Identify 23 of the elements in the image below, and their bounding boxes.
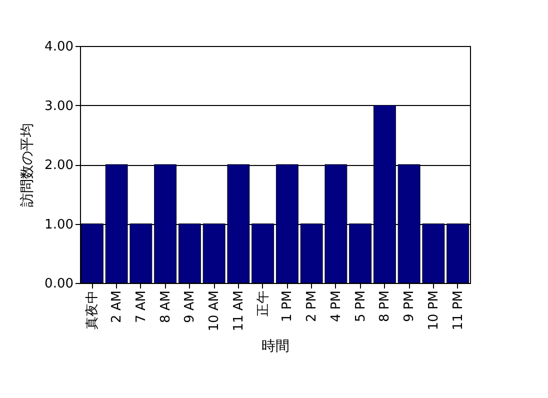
y-tick-label: 0.00 bbox=[44, 276, 74, 292]
x-tick-label: 8 AM bbox=[158, 290, 174, 324]
y-tick-label: 4.00 bbox=[44, 40, 74, 54]
y-tick-label: 1.00 bbox=[44, 217, 74, 232]
x-tick-label: 8 PM bbox=[378, 290, 393, 322]
x-tick-label: 1 PM bbox=[280, 290, 296, 322]
y-tick-label: 3.00 bbox=[44, 98, 74, 114]
x-tick-label: 10 AM bbox=[207, 290, 222, 332]
x-tick-label: 2 PM bbox=[304, 290, 320, 322]
x-tick-label: 10 PM bbox=[426, 290, 442, 330]
x-tick-label: 5 PM bbox=[353, 290, 368, 322]
x-tick-label: 9 PM bbox=[402, 290, 418, 322]
x-tick-label: 7 AM bbox=[134, 290, 149, 324]
x-axis-title: 時間 bbox=[262, 338, 290, 354]
x-tick-label: 11 PM bbox=[450, 290, 466, 330]
x-tick-label: 11 AM bbox=[231, 290, 246, 332]
x-tick-label: 9 AM bbox=[182, 290, 198, 324]
y-tick-label: 2.00 bbox=[44, 158, 74, 173]
x-tick-label: 正午 bbox=[256, 290, 271, 316]
x-tick-label: 真夜中 bbox=[84, 290, 100, 330]
x-tick-label: 4 PM bbox=[328, 290, 344, 322]
y-axis-title: 訪問数の平均 bbox=[20, 123, 36, 207]
x-tick-label: 2 AM bbox=[110, 290, 125, 324]
